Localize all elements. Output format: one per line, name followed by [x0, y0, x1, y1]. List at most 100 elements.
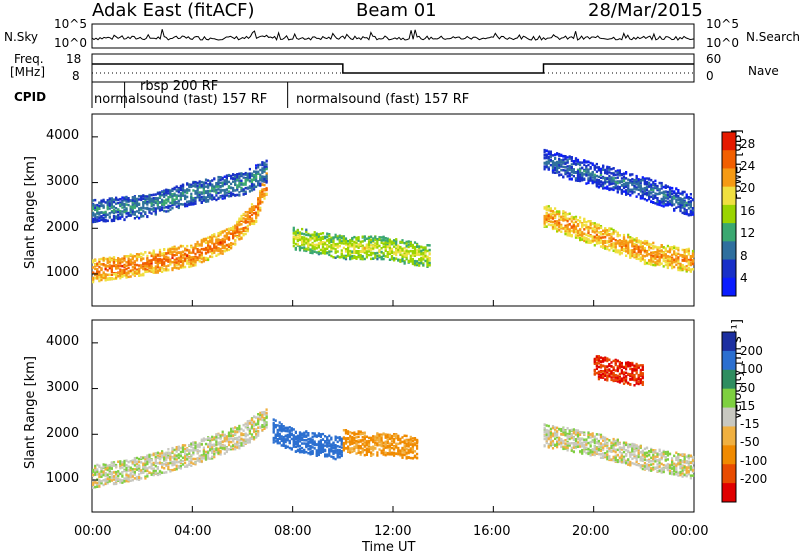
power-pixel — [240, 223, 242, 226]
power-pixel — [266, 174, 268, 177]
power-pixel — [351, 237, 353, 240]
power-pixel — [146, 265, 148, 268]
power-pixel — [186, 183, 188, 186]
power-pixel — [604, 247, 606, 250]
power-pixel — [217, 235, 219, 238]
power-pixel — [186, 188, 188, 191]
power-pixel — [585, 241, 587, 244]
power-pixel — [245, 187, 247, 190]
power-pixel — [211, 241, 213, 244]
power-pixel — [117, 199, 119, 202]
power-pixel — [550, 164, 552, 167]
power-pixel — [255, 179, 257, 182]
power-pixel — [119, 268, 121, 271]
power-pixel — [259, 164, 261, 167]
power-pixel — [556, 228, 558, 231]
power-pixel — [650, 257, 652, 260]
velocity-pixel — [155, 452, 157, 455]
power-pixel — [107, 204, 109, 207]
power-pixel — [125, 255, 127, 258]
power-pixel — [125, 265, 127, 268]
power-pixel — [109, 264, 111, 267]
power-pixel — [571, 235, 573, 238]
power-pixel — [546, 218, 548, 221]
power-pixel — [644, 182, 646, 185]
power-pixel — [623, 184, 625, 187]
velocity-pixel — [111, 479, 113, 482]
power-pixel — [222, 182, 224, 185]
power-pixel — [159, 192, 161, 195]
power-pixel — [134, 267, 136, 270]
power-pixel — [115, 267, 117, 270]
power-pixel — [309, 234, 311, 237]
power-pixel — [100, 263, 102, 266]
power-pixel — [636, 183, 638, 186]
velocity-pixel — [92, 486, 94, 489]
power-pixel — [230, 247, 232, 250]
power-pixel — [330, 241, 332, 244]
power-pixel — [429, 262, 431, 265]
power-pixel — [692, 263, 694, 266]
power-pixel — [690, 258, 692, 261]
power-pixel — [184, 205, 186, 208]
power-pixel — [613, 177, 615, 180]
power-pixel — [182, 184, 184, 187]
power-pixel — [615, 251, 617, 254]
power-pixel — [625, 245, 627, 248]
power-pixel — [602, 187, 604, 190]
power-pixel — [255, 212, 257, 215]
power-pixel — [301, 242, 303, 245]
power-pixel — [592, 230, 594, 233]
power-pixel — [558, 164, 560, 167]
power-pixel — [238, 233, 240, 236]
power-pixel — [598, 242, 600, 245]
power-pixel — [109, 277, 111, 280]
power-pixel — [234, 229, 236, 232]
power-pixel — [136, 272, 138, 275]
power-pixel — [228, 174, 230, 177]
power-pixel — [113, 201, 115, 204]
power-pixel — [230, 177, 232, 180]
power-pixel — [598, 239, 600, 242]
power-pixel — [368, 243, 370, 246]
power-pixel — [307, 245, 309, 248]
power-pixel — [571, 178, 573, 181]
power-pixel — [174, 264, 176, 267]
velocity-pixel — [96, 471, 98, 474]
power-pixel — [661, 201, 663, 204]
power-pixel — [621, 249, 623, 252]
power-pixel — [669, 263, 671, 266]
power-pixel — [401, 249, 403, 252]
power-pixel — [686, 209, 688, 212]
power-pixel — [178, 200, 180, 203]
power-pixel — [596, 237, 598, 240]
power-pixel — [263, 178, 265, 181]
power-pixel — [161, 253, 163, 256]
power-pixel — [355, 258, 357, 261]
power-pixel — [613, 229, 615, 232]
power-pixel — [355, 237, 357, 240]
power-pixel — [544, 168, 546, 171]
velocity-pixel — [111, 467, 113, 470]
power-pixel — [631, 240, 633, 243]
power-pixel — [157, 203, 159, 206]
power-pixel — [627, 185, 629, 188]
power-pixel — [587, 220, 589, 223]
power-pixel — [656, 256, 658, 259]
power-pixel — [650, 247, 652, 250]
power-pixel — [426, 263, 428, 266]
power-pixel — [360, 257, 362, 260]
power-pixel — [667, 191, 669, 194]
power-pixel — [190, 193, 192, 196]
power-pixel — [263, 166, 265, 169]
power-pixel — [253, 174, 255, 177]
power-pixel — [100, 219, 102, 222]
power-pixel — [266, 187, 268, 190]
power-pixel — [144, 271, 146, 274]
power-pixel — [249, 216, 251, 219]
power-pixel — [159, 254, 161, 257]
power-pixel — [408, 250, 410, 253]
power-pixel — [132, 258, 134, 261]
power-pixel — [138, 198, 140, 201]
power-pixel — [142, 257, 144, 260]
